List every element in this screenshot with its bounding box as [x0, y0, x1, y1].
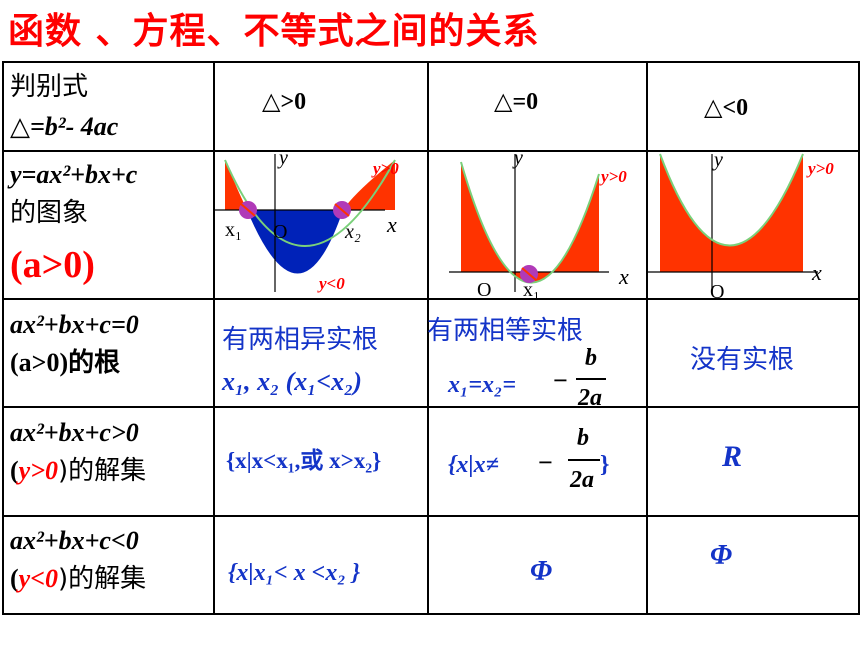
- graph1-root1-label: x₁: [225, 219, 242, 241]
- gt-solution-two-roots: {x|x<x₁,或 x>x₂}: [226, 448, 382, 473]
- inequality-gt-condition: (y>0)的解集: [10, 456, 147, 486]
- distinct-roots-text: 有两相异实根: [222, 325, 379, 355]
- cell-header-delta-neg: [646, 61, 860, 152]
- parabola-graph-one-root: y x O x₁ y>0: [449, 152, 629, 298]
- discriminant-formula: △=b²- 4ac: [10, 112, 119, 141]
- gt-solution-all-reals: R: [722, 440, 743, 473]
- inequality-lt-condition: (y<0)的解集: [10, 564, 147, 594]
- no-roots-text: 没有实根: [690, 345, 795, 375]
- parabola-graph-two-roots: y x O x₁ x₂ y>0 y<0: [215, 152, 399, 293]
- gt-solution-fraction-bar: [568, 459, 600, 461]
- graph3-x-axis-label: x: [811, 260, 822, 285]
- graph1-x-axis-label: x: [386, 212, 397, 237]
- equation-roots-label: (a>0)的根: [10, 348, 121, 377]
- lt-solution-empty-set: Φ: [530, 556, 553, 587]
- lt-solution-empty-set-neg: Φ: [710, 540, 733, 571]
- gt-solution-minus: −: [538, 448, 553, 477]
- graph-of-label: 的图象: [10, 198, 89, 228]
- graph1-positive-label: y>0: [371, 159, 399, 178]
- graph3-positive-label: y>0: [806, 159, 834, 178]
- gt-solution-denominator: 2a: [570, 467, 594, 493]
- distinct-roots-values: x₁, x₂ (x₁<x₂): [222, 367, 362, 396]
- graph2-origin-label: O: [477, 279, 491, 298]
- gt-solution-one-root-prefix: {x|x≠: [448, 452, 499, 478]
- graph2-root-label: x₁: [523, 279, 540, 298]
- graph1-negative-label: y<0: [317, 274, 345, 293]
- graph1-y-axis-label: y: [277, 152, 288, 169]
- graph2-y-axis-label: y: [512, 152, 523, 169]
- gt-solution-close: }: [600, 452, 610, 478]
- page-title: 函数 、方程、不等式之间的关系: [8, 11, 540, 52]
- delta-positive-header: △>0: [262, 89, 307, 115]
- equation-label: ax²+bx+c=0: [10, 310, 139, 339]
- lt-solution-two-roots: {x|x₁< x <x₂ }: [228, 560, 361, 586]
- equal-roots-text: 有两相等实根: [427, 316, 584, 346]
- delta-zero-header: △=0: [494, 89, 539, 115]
- equal-roots-denominator: 2a: [578, 385, 602, 411]
- equal-roots-numerator: b: [585, 345, 597, 371]
- equal-roots-fraction-bar: [576, 378, 606, 380]
- inequality-lt-label: ax²+bx+c<0: [10, 526, 139, 555]
- graph1-root2-label: x₂: [344, 221, 361, 243]
- cell-header-delta-pos: [213, 61, 429, 152]
- graph3-y-axis-label: y: [712, 152, 723, 171]
- inequality-gt-label: ax²+bx+c>0: [10, 418, 139, 447]
- graph2-positive-label: y>0: [599, 167, 627, 186]
- discriminant-label: 判别式: [10, 72, 89, 102]
- parabola-graph-no-root: y x O y>0: [648, 152, 834, 298]
- cell-gt-3: [646, 406, 860, 517]
- equal-roots-minus: −: [553, 366, 568, 395]
- graph2-x-axis-label: x: [618, 264, 629, 289]
- graph-function-label: y=ax²+bx+c: [10, 160, 138, 189]
- gt-solution-numerator: b: [577, 425, 589, 451]
- delta-negative-header: △<0: [704, 95, 749, 121]
- graph3-origin-label: O: [710, 281, 724, 298]
- graph1-origin-label: O: [273, 221, 287, 243]
- equal-roots-prefix: x₁=x₂=: [448, 372, 517, 398]
- graph-condition-label: (a>0): [10, 244, 95, 286]
- cell-lt-3: [646, 515, 860, 615]
